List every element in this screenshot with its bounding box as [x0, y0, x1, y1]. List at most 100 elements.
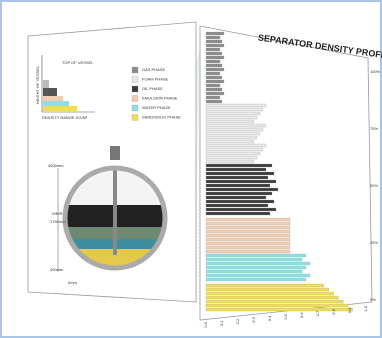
density-tick-label: 0.7 — [315, 310, 320, 316]
probe-head — [110, 146, 120, 160]
profile-bar — [205, 35, 221, 40]
profile-bar — [205, 119, 255, 124]
profile-bar — [205, 265, 307, 270]
profile-bar — [205, 139, 255, 144]
mini-bar — [43, 80, 49, 88]
profile-bar — [205, 191, 273, 196]
density-tick-label: 0.8 — [331, 308, 336, 314]
level-label: 75% — [370, 126, 378, 131]
profile-bar — [205, 283, 325, 288]
mini-title: TOP OF VESSEL — [62, 60, 94, 65]
profile-bar — [205, 59, 221, 64]
profile-bar — [205, 307, 353, 312]
legend-swatch — [131, 85, 139, 93]
profile-bar — [205, 237, 291, 242]
profile-bar — [205, 171, 275, 176]
profile-bar — [205, 151, 261, 156]
profile-bar — [205, 159, 255, 164]
profile-bar — [205, 199, 275, 204]
density-tick-label: 0.6 — [299, 312, 304, 318]
profile-bar — [205, 295, 339, 300]
profile-bar — [205, 249, 291, 254]
profile-bar — [205, 207, 277, 212]
profile-bar — [205, 233, 291, 238]
legend-label: FOAM PHASE — [142, 77, 169, 82]
profile-bar — [205, 131, 261, 136]
profile-bar — [205, 261, 311, 266]
level-label: 25% — [370, 240, 378, 245]
profile-bar — [205, 79, 225, 84]
profile-bar — [205, 225, 291, 230]
mini-y-label: HEIGHT OF VESSEL — [35, 65, 40, 104]
profile-bar — [205, 55, 225, 60]
profile-bar — [205, 47, 221, 52]
level-label: 100% — [370, 69, 381, 74]
profile-bar — [205, 253, 307, 258]
profile-levels: 100% 75% 50% 25% 0% — [370, 69, 381, 302]
legend-label: OIL PHASE — [142, 86, 163, 91]
profile-bar — [205, 67, 225, 72]
density-ticks: 0.0 0.1 0.2 0.3 0.4 0.5 0.6 0.7 0.8 0.9 1.0 — [203, 305, 368, 327]
profile-bar — [205, 303, 349, 308]
profile-bar — [205, 31, 225, 36]
density-tick-label: 0.1 — [219, 320, 224, 326]
density-tick-label: 0.5 — [283, 313, 288, 319]
profile-bar — [205, 229, 291, 234]
legend-swatch — [131, 95, 139, 102]
legend-swatch — [131, 114, 139, 121]
profile-bar — [205, 187, 279, 192]
level-label: 0% — [370, 297, 376, 302]
profile-bar — [205, 245, 291, 250]
legend-label: SAND/SOLID PHASE — [142, 115, 181, 120]
profile-bar — [205, 155, 258, 160]
legend-label: GAS PHASE — [142, 67, 165, 72]
profile-bar — [205, 71, 221, 76]
profile-bar — [205, 241, 291, 246]
profile-bar — [205, 107, 264, 112]
profile-bar — [205, 111, 261, 116]
profile-bar — [205, 63, 223, 68]
density-tick-label: 1.0 — [363, 305, 368, 311]
label-low: 400mm — [50, 267, 64, 272]
profile-bar — [205, 135, 258, 140]
profile-bar — [205, 203, 269, 208]
density-tick-label: 0.9 — [347, 307, 352, 313]
profile-bar — [205, 269, 303, 274]
profile-bar — [205, 211, 271, 216]
profile-bar — [205, 257, 303, 262]
profile-bars — [205, 31, 353, 312]
profile-bar — [205, 175, 269, 180]
profile-bar — [205, 277, 307, 282]
label-weir: WEIR — [52, 211, 63, 216]
mini-x-label: DENSITY RANGE KG/M³ — [42, 115, 88, 120]
profile-bar — [205, 39, 223, 44]
profile-bar — [205, 87, 223, 92]
label-top: 3600mm — [48, 163, 64, 168]
label-weir-height: 1750mm — [50, 219, 66, 224]
mini-bar — [43, 88, 57, 96]
profile-bar — [205, 167, 267, 172]
profile-bar — [205, 179, 277, 184]
density-tick-label: 0.3 — [251, 316, 256, 322]
mini-bar — [43, 96, 63, 101]
density-tick-label: 0.2 — [235, 318, 240, 324]
profile-bar — [205, 273, 311, 278]
legend-swatch — [131, 76, 139, 83]
profile-bar — [205, 291, 334, 296]
legend-swatch — [131, 104, 139, 112]
profile-bar — [205, 83, 221, 88]
profile-bar — [205, 51, 223, 56]
profile-bar — [205, 299, 344, 304]
profile-bar — [205, 127, 264, 132]
profile-bar — [205, 163, 273, 168]
legend-swatch — [131, 66, 139, 74]
profile-bar — [205, 195, 267, 200]
profile-bar — [205, 75, 223, 80]
vessel-wall — [62, 165, 168, 271]
legend-label: EMULSION PHASE — [142, 96, 178, 101]
profile-bar — [205, 91, 225, 96]
legend-label: WATER PHASE — [142, 105, 171, 110]
profile-bar — [205, 123, 267, 128]
density-tick-label: 0.4 — [267, 315, 272, 321]
